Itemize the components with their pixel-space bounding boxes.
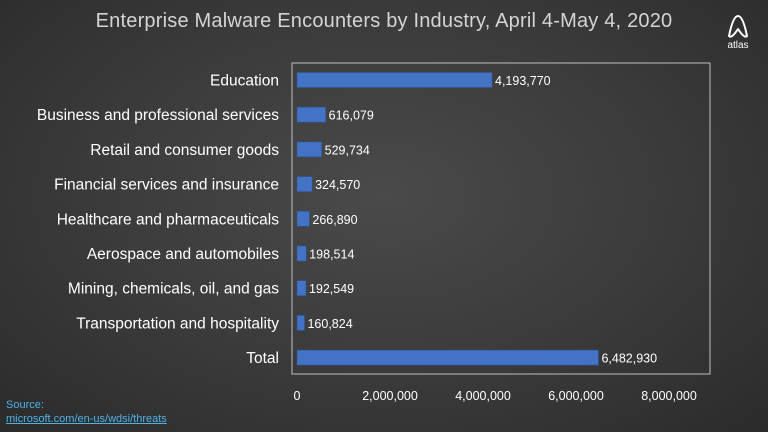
bar-business-and-professional-services bbox=[296, 106, 326, 123]
bar-aerospace-and-automobiles bbox=[296, 245, 307, 262]
category-label-business-and-professional-services: Business and professional services bbox=[37, 107, 279, 124]
bar-mining-chemicals-oil-and-gas bbox=[296, 280, 307, 297]
category-label-total: Total bbox=[246, 350, 279, 367]
value-label-financial-services-and-insurance: 324,570 bbox=[315, 178, 360, 192]
chart-title: Enterprise Malware Encounters by Industr… bbox=[95, 10, 673, 32]
x-tick-label-4: 8,000,000 bbox=[641, 389, 697, 403]
x-tick-label-1: 2,000,000 bbox=[362, 389, 418, 403]
bar-financial-services-and-insurance bbox=[296, 176, 313, 192]
category-label-mining-chemicals-oil-and-gas: Mining, chemicals, oil, and gas bbox=[68, 281, 279, 298]
bar-education bbox=[296, 72, 493, 88]
brand-name: atlas bbox=[727, 40, 749, 51]
category-label-education: Education bbox=[210, 73, 279, 90]
value-label-healthcare-and-pharmaceuticals: 266,890 bbox=[312, 213, 357, 227]
value-label-transportation-and-hospitality: 160,824 bbox=[307, 317, 352, 331]
category-label-financial-services-and-insurance: Financial services and insurance bbox=[54, 177, 279, 194]
bar-retail-and-consumer-goods bbox=[296, 141, 322, 158]
value-label-retail-and-consumer-goods: 529,734 bbox=[325, 143, 370, 157]
x-tick-label-0: 0 bbox=[294, 389, 301, 403]
bar-healthcare-and-pharmaceuticals bbox=[296, 211, 310, 227]
x-tick-label-2: 4,000,000 bbox=[455, 389, 511, 403]
value-label-education: 4,193,770 bbox=[495, 74, 551, 88]
atlas-logo-icon bbox=[728, 15, 748, 38]
category-label-retail-and-consumer-goods: Retail and consumer goods bbox=[90, 142, 279, 159]
source-link[interactable]: microsoft.com/en-us/wdsi/threats bbox=[6, 413, 167, 425]
value-label-total: 6,482,930 bbox=[601, 352, 657, 366]
bar-transportation-and-hospitality bbox=[296, 315, 305, 331]
value-label-business-and-professional-services: 616,079 bbox=[329, 109, 374, 123]
category-label-healthcare-and-pharmaceuticals: Healthcare and pharmaceuticals bbox=[57, 211, 280, 228]
bar-total bbox=[296, 349, 599, 366]
plot-area bbox=[291, 62, 711, 375]
source-note: Source: microsoft.com/en-us/wdsi/threats bbox=[6, 398, 167, 426]
atlas-logo: atlas bbox=[720, 14, 756, 54]
value-label-aerospace-and-automobiles: 198,514 bbox=[309, 248, 354, 262]
x-tick-label-3: 6,000,000 bbox=[548, 389, 604, 403]
source-label: Source: bbox=[6, 399, 44, 411]
value-label-mining-chemicals-oil-and-gas: 192,549 bbox=[309, 282, 354, 296]
category-label-transportation-and-hospitality: Transportation and hospitality bbox=[76, 315, 279, 332]
category-label-aerospace-and-automobiles: Aerospace and automobiles bbox=[87, 246, 279, 263]
